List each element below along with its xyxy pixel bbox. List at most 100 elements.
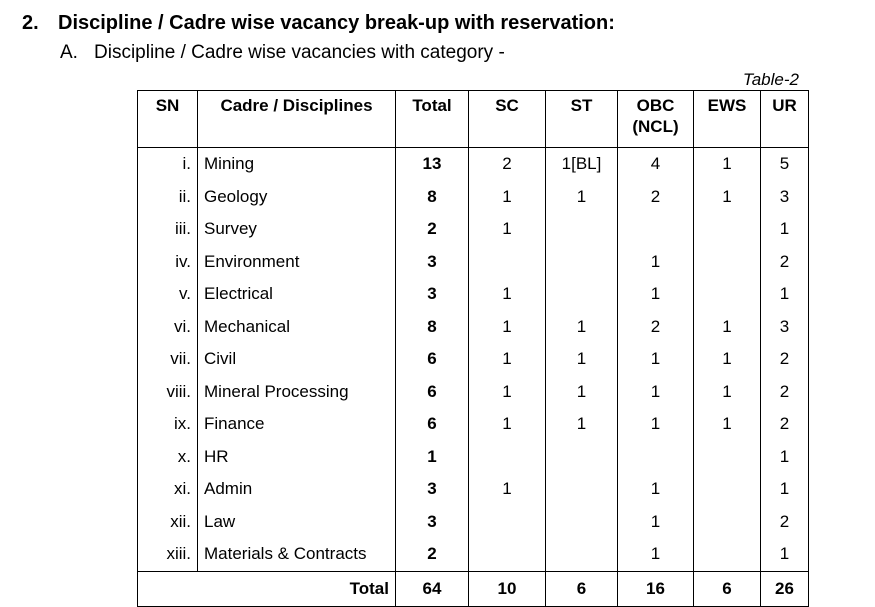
column-header: Total [395,90,469,148]
section-number: 2. [22,12,39,34]
subsection-title: A. Discipline / Cadre wise vacancies with… [60,42,505,64]
total-row: Total 64 10 6 16 6 26 [137,571,809,606]
table-cell: 1[BL] [545,147,618,181]
table-cell: 1 [468,375,546,408]
table-cell: ix. [137,408,198,441]
table-cell: 2 [760,505,809,538]
section-title: 2. Discipline / Cadre wise vacancy break-… [22,12,615,35]
column-header: SN [137,90,198,148]
table-cell: 4 [617,147,694,181]
table-row: xii. Law 3 1 2 [137,505,809,538]
table-cell [468,505,546,538]
table-cell: Mechanical [197,310,396,343]
table-cell: 2 [617,310,694,343]
table-row: iii. Survey 2 1 1 [137,213,809,246]
table-cell: 1 [760,538,809,571]
table-cell: 3 [395,473,469,506]
table-cell [468,245,546,278]
table-cell: Environment [197,245,396,278]
subtitle-text: Discipline / Cadre wise vacancies with c… [94,42,505,63]
table-cell: 1 [468,310,546,343]
table-cell: 6 [395,408,469,441]
table-cell: viii. [137,375,198,408]
table-cell: 1 [693,180,761,213]
table-cell: xii. [137,505,198,538]
table-row: x. HR 1 1 [137,440,809,473]
table-cell [617,213,694,246]
vacancy-table: SN Cadre / Disciplines Total SC ST OBC (NCL) E… [137,90,809,607]
column-header: OBC (NCL) [617,90,694,148]
table-cell: Civil [197,343,396,376]
table-cell: HR [197,440,396,473]
table-cell: 6 [395,343,469,376]
table-cell: x. [137,440,198,473]
table-row: i. Mining 13 2 1[BL] 4 1 5 [137,147,809,181]
table-cell [693,505,761,538]
table-cell: 1 [617,473,694,506]
table-cell [545,505,618,538]
total-cell: 6 [545,571,618,606]
total-cell: 6 [693,571,761,606]
table-row: ix. Finance 6 1 1 1 1 2 [137,408,809,441]
table-cell: 1 [545,180,618,213]
table-cell [693,245,761,278]
table-cell: 2 [468,147,546,181]
table-cell: 1 [760,213,809,246]
table-body: i. Mining 13 2 1[BL] 4 1 5 ii. Geology 8 1 1 2 1 3 iii. S… [137,147,809,606]
table-cell: 8 [395,310,469,343]
header-row: SN Cadre / Disciplines Total SC ST OBC (NCL) E… [137,90,809,148]
table-cell: iv. [137,245,198,278]
table-cell: vii. [137,343,198,376]
table-cell: 1 [760,278,809,311]
table-cell: Electrical [197,278,396,311]
table-cell: 1 [693,375,761,408]
table-cell: 1 [468,180,546,213]
table-cell: 1 [760,440,809,473]
table-cell [545,440,618,473]
table-cell: Geology [197,180,396,213]
table-cell [693,538,761,571]
table-cell: 2 [617,180,694,213]
total-cell: 64 [395,571,469,606]
title-text: Discipline / Cadre wise vacancy break-up… [58,12,615,34]
table-row: ii. Geology 8 1 1 2 1 3 [137,180,809,213]
table-cell: 3 [395,245,469,278]
table-row: v. Electrical 3 1 1 1 [137,278,809,311]
table-cell [617,440,694,473]
table-cell: Law [197,505,396,538]
table-cell: 3 [760,310,809,343]
table-caption: Table-2 [742,70,799,89]
table-cell: 2 [760,245,809,278]
table-cell: v. [137,278,198,311]
table-cell: Mining [197,147,396,181]
table-row: viii. Mineral Processing 6 1 1 1 1 2 [137,375,809,408]
table-cell: 3 [395,278,469,311]
column-header: ST [545,90,618,148]
table-cell [545,538,618,571]
table-cell: 1 [617,278,694,311]
table-cell: 1 [468,408,546,441]
table-cell: 1 [693,343,761,376]
table-cell: 1 [468,213,546,246]
table-cell: 1 [468,343,546,376]
table-cell: 1 [617,408,694,441]
table-cell: Survey [197,213,396,246]
table-cell [545,473,618,506]
table-cell: ii. [137,180,198,213]
table-cell: 8 [395,180,469,213]
table-cell: 1 [545,343,618,376]
table-row: xi. Admin 3 1 1 1 [137,473,809,506]
table-cell [545,213,618,246]
table-row: vi. Mechanical 8 1 1 2 1 3 [137,310,809,343]
table-cell: 2 [395,213,469,246]
table-cell: 1 [617,245,694,278]
table-cell: iii. [137,213,198,246]
table-row: vii. Civil 6 1 1 1 1 2 [137,343,809,376]
table-cell: 1 [617,538,694,571]
table-cell: Admin [197,473,396,506]
table-cell: 1 [545,310,618,343]
table-cell: 2 [395,538,469,571]
table-cell: 1 [693,147,761,181]
table-cell [545,278,618,311]
